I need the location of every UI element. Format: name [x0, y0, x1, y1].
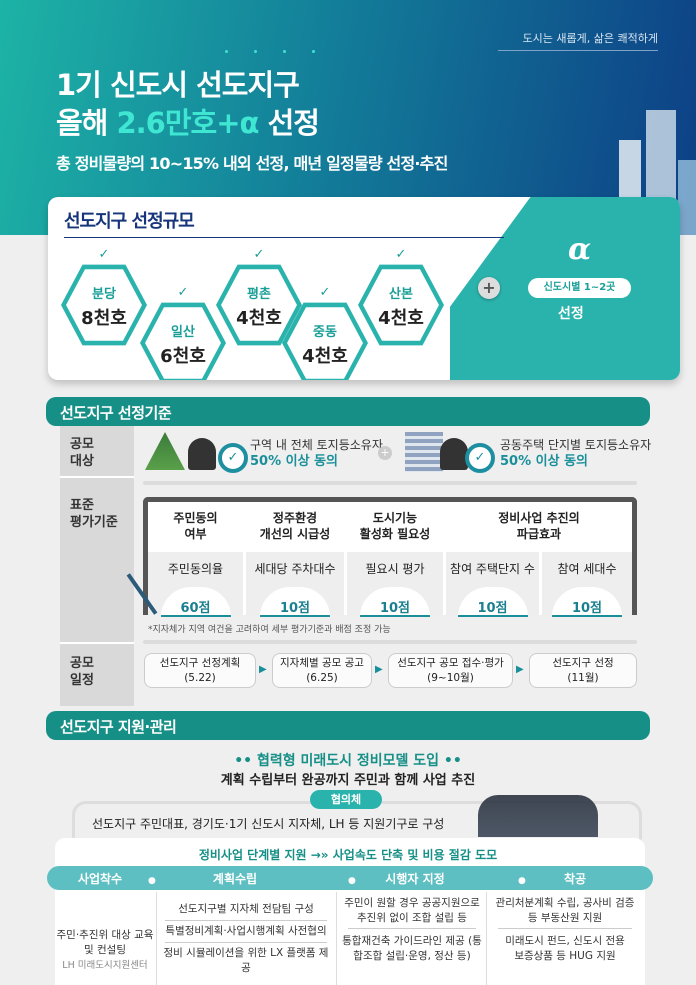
criteria-header: 주민동의 여부 — [173, 511, 218, 541]
criteria-item: 세대당 주차대수 10점 — [246, 552, 344, 617]
council-pill: 협의체 — [310, 790, 382, 809]
arrow-right-icon: ● — [148, 876, 156, 886]
alpha-symbol: α — [568, 232, 592, 267]
hexagon-district: ✓ 산본 4천호 — [358, 247, 444, 348]
check-icon: ✓ — [177, 285, 189, 300]
label-eval: 표준 평가기준 — [70, 498, 118, 530]
apartment-icon — [405, 432, 443, 472]
divider — [165, 920, 327, 921]
support-subheadline: 계획 수립부터 완공까지 주민과 함께 사업 추진 — [220, 773, 476, 788]
criteria-header: 정주환경 개선의 시급성 — [259, 511, 331, 541]
check-icon: ✓ — [319, 285, 331, 300]
check-circle-icon: ✓ — [465, 443, 495, 473]
arrow-right-icon: ▶ — [516, 664, 524, 675]
scale-title: 선도지구 선정규모 — [64, 211, 195, 232]
divider — [336, 892, 337, 985]
criteria-note: *지자체가 지역 여건을 고려하여 세부 평가기준과 배점 조정 가능 — [148, 625, 391, 635]
schedule-step: 선도지구 공모 접수·평가 (9~10월) — [388, 653, 513, 688]
label-schedule: 공모 일정 — [70, 656, 94, 688]
tagline: 도시는 새롭게, 삶은 쾌적하게 — [498, 30, 658, 51]
divider — [486, 892, 487, 985]
divider — [60, 476, 134, 478]
divider — [143, 640, 637, 644]
arrow-right-icon: ▶ — [375, 664, 383, 675]
stage-label: 착공 — [563, 872, 587, 886]
council-description: 선도지구 주민대표, 경기도·1기 신도시 지자체, LH 등 지원기구로 구성 — [92, 817, 445, 831]
target-2: 공동주택 단지별 토지등소유자 50% 이상 동의 — [500, 438, 652, 469]
divider — [165, 942, 327, 943]
check-icon: ✓ — [98, 247, 110, 262]
divider — [348, 928, 476, 929]
hexagon-district: ✓ 중동 4천호 — [282, 285, 368, 380]
arrow-right-icon: ● — [348, 876, 356, 886]
section-bar-criteria: 선도지구 선정기준 — [46, 397, 650, 426]
check-icon: ✓ — [253, 247, 265, 262]
title-line2: 올해 2.6만호+α 선정 — [56, 106, 320, 140]
criteria-header: 도시기능 활성화 필요성 — [359, 511, 431, 541]
label-column — [60, 426, 134, 706]
meeting-people-illustration — [478, 795, 598, 837]
label-target: 공모 대상 — [70, 437, 94, 469]
stage-item: 통합재건축 가이드라인 제공 (통합조합 설립·운영, 정산 등) — [342, 935, 482, 962]
hexagon-district: ✓ 평촌 4천호 — [216, 247, 302, 348]
stage-item: 정비 시뮬레이션을 위한 LX 플랫폼 제공 — [163, 947, 329, 974]
target-1: 구역 내 전체 토지등소유자 50% 이상 동의 — [250, 438, 383, 469]
hero-banner — [0, 0, 696, 235]
scale-card: 선도지구 선정규모 ✓ 분당 8천호 ✓ 일산 6천호 ✓ 평촌 4천호 ✓ 중동 4천호 ✓ 산… — [48, 197, 680, 380]
stage-item: 선도지구별 지자체 전담팀 구성 — [178, 903, 314, 915]
hexagon-district: ✓ 분당 8천호 — [61, 247, 147, 348]
person-icon — [440, 438, 468, 470]
stage-label: 시행자 지정 — [385, 872, 445, 886]
support-headline: •• 협력형 미래도시 정비모델 도입 •• — [234, 753, 462, 769]
decorative-dots — [225, 50, 315, 53]
stage-label: 사업착수 — [77, 872, 123, 886]
criteria-header: 정비사업 추진의 파급효과 — [498, 511, 580, 541]
criteria-item: 참여 주택단지 수 10점 — [446, 552, 539, 617]
tree-icon — [145, 432, 185, 470]
divider — [498, 928, 632, 929]
stage-label: 계획수립 — [212, 872, 258, 886]
plus-icon: + — [378, 446, 392, 460]
schedule-step: 지자체별 공모 공고 (6.25) — [272, 653, 372, 688]
criteria-item: 필요시 평가 10점 — [347, 552, 443, 617]
stage-item: 주민·추진위 대상 교육 및 컨설팅 LH 미래도시지원센터 — [56, 929, 154, 971]
section-bar-support: 선도지구 지원·관리 — [46, 711, 650, 740]
criteria-table: 주민동의 여부 정주환경 개선의 시급성 도시기능 활성화 필요성 정비사업 추진의 파… — [143, 497, 637, 617]
plus-icon: + — [478, 277, 500, 299]
divider — [60, 642, 134, 644]
stage-item: 미래도시 펀드, 신도시 전용 보증상품 등 HUG 지원 — [505, 935, 625, 962]
check-icon: ✓ — [395, 247, 407, 262]
building-illustration — [678, 160, 696, 235]
criteria-item: 주민동의율 60점 — [148, 552, 243, 617]
hexagon-district: ✓ 일산 6천호 — [140, 285, 226, 380]
stage-panel — [55, 838, 645, 985]
criteria-item: 참여 세대수 10점 — [542, 552, 632, 617]
stage-headline: 정비사업 단계별 지원 →» 사업속도 단축 및 비용 절감 도모 — [198, 848, 498, 862]
stage-bar — [47, 866, 653, 890]
schedule-step: 선도지구 선정계획 (5.22) — [144, 653, 256, 688]
arrow-right-icon: ▶ — [259, 664, 267, 675]
alpha-label: 선정 — [558, 306, 584, 322]
stage-item: 특별정비계획·사업시행계획 사전협의 — [165, 925, 327, 937]
arrow-right-icon: ● — [518, 876, 526, 886]
stage-item: 주민이 원할 경우 공공지원으로 추진위 없이 조합 설립 등 — [344, 897, 480, 924]
stage-item: 관리처분계획 수립, 공사비 검증 등 부동산원 지원 — [495, 897, 635, 924]
alpha-pill: 신도시별 1~2곳 — [528, 278, 631, 298]
subtitle: 총 정비물량의 10~15% 내외 선정, 매년 일정물량 선정·추진 — [56, 154, 448, 173]
check-circle-icon: ✓ — [218, 443, 248, 473]
divider — [64, 237, 504, 238]
divider — [143, 481, 637, 485]
schedule-step: 선도지구 선정 (11월) — [529, 653, 637, 688]
divider — [156, 892, 157, 985]
person-icon — [188, 438, 216, 470]
title-line1: 1기 신도시 선도지구 — [56, 68, 300, 102]
